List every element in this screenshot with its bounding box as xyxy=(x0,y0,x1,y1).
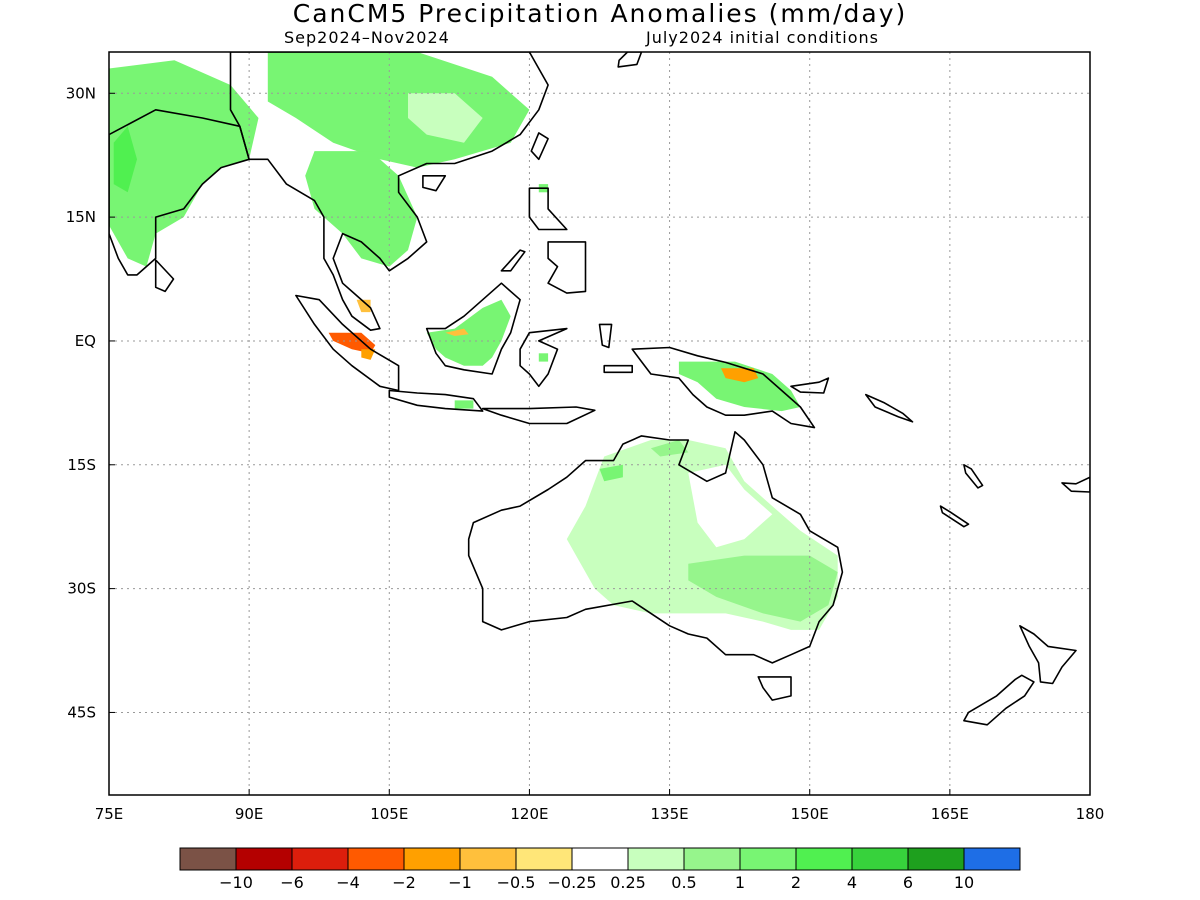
anomaly-sumatra-dry-edge xyxy=(361,349,376,360)
coastline-new-britain xyxy=(790,377,830,394)
lon-tick-label: 150E xyxy=(791,805,829,823)
lat-tick-label: EQ xyxy=(75,332,96,350)
colorbar-label: 2 xyxy=(791,873,801,892)
coastline-sri-lanka xyxy=(154,259,175,293)
colorbar-swatch xyxy=(347,847,405,871)
coastline-tasmania xyxy=(757,676,792,701)
period-subtitle: Sep2024–Nov2024 xyxy=(284,28,450,47)
colorbar-swatch xyxy=(235,847,293,871)
lon-tick-label: 90E xyxy=(235,805,264,823)
colorbar-swatch xyxy=(515,847,573,871)
anomaly-india-wet-core xyxy=(113,126,137,193)
map-grid xyxy=(109,52,1090,795)
axis-labels: 30N 15N EQ 15S 30S 45S 75E 90E 105E 120E 135E 150E 1… xyxy=(66,84,1105,823)
coastline-hainan xyxy=(422,175,447,192)
colorbar-swatch xyxy=(291,847,349,871)
lon-tick-label: 135E xyxy=(651,805,689,823)
colorbar-swatch xyxy=(683,847,741,871)
colorbar-swatch xyxy=(627,847,685,871)
map-title: CanCM5 Precipitation Anomalies (mm/day) xyxy=(292,0,908,28)
colorbar-label: −4 xyxy=(336,873,360,892)
colorbar-label: 0.25 xyxy=(610,873,646,892)
coastlines xyxy=(109,52,1090,726)
coastline-philippines-luzon xyxy=(528,187,568,231)
coastline-vanuatu xyxy=(963,463,984,489)
coastline-java xyxy=(388,389,484,412)
colorbar-swatch xyxy=(459,847,517,871)
anomaly-indochina-wet xyxy=(305,151,418,267)
anomaly-sumatra-dry xyxy=(328,332,376,354)
coastline-new-caledonia xyxy=(939,505,970,528)
anomaly-china-wet xyxy=(267,52,530,168)
colorbar-label: 10 xyxy=(954,873,974,892)
anomaly-india-wet xyxy=(109,60,259,267)
lon-tick-label: 180 xyxy=(1076,805,1105,823)
anomaly-newguinea-wet xyxy=(678,361,801,412)
colorbar-label: −0.5 xyxy=(497,873,536,892)
colorbar-label: −6 xyxy=(280,873,304,892)
colorbar-swatch xyxy=(851,847,909,871)
anomaly-java-wet xyxy=(454,400,474,409)
anomaly-borneo-wet xyxy=(426,299,511,366)
coastline-sulawesi xyxy=(519,327,568,388)
coastline-fiji xyxy=(1061,476,1090,493)
colorbar-label: 0.5 xyxy=(671,873,696,892)
coastline-new-guinea xyxy=(631,346,816,429)
anomaly-australia-nw-wet xyxy=(599,464,623,482)
coastline-palawan xyxy=(500,249,526,272)
initial-conditions-subtitle: July2024 initial conditions xyxy=(646,28,879,47)
colorbar-label: 1 xyxy=(735,873,745,892)
coastline-solomon xyxy=(864,393,914,423)
colorbar-swatch xyxy=(907,847,965,871)
colorbar-label: −10 xyxy=(219,873,253,892)
coastline-sumatra xyxy=(295,294,400,392)
colorbar-swatch xyxy=(179,847,237,871)
colorbar-swatch xyxy=(795,847,853,871)
lat-tick-label: 30N xyxy=(66,84,96,102)
coastline-halmahera xyxy=(598,323,613,349)
coastline-hokkaido-kyushu xyxy=(617,52,643,68)
lon-tick-label: 105E xyxy=(370,805,408,823)
coastline-seram xyxy=(603,364,634,374)
lon-tick-label: 120E xyxy=(510,805,548,823)
colorbar-label: −2 xyxy=(392,873,416,892)
lat-tick-label: 15N xyxy=(66,208,96,226)
coastline-nz-south xyxy=(963,674,1035,726)
colorbar-label: −0.25 xyxy=(547,873,596,892)
lat-tick-label: 30S xyxy=(67,580,96,598)
coastline-borneo xyxy=(425,282,521,375)
colorbar-swatch xyxy=(571,847,629,871)
anomaly-newguinea-dry xyxy=(721,368,759,383)
anomaly-malaya-dry xyxy=(356,299,371,313)
coastline-nz-north xyxy=(1019,624,1077,685)
coastline-india xyxy=(109,109,250,276)
anomaly-china-dry-light xyxy=(408,93,483,143)
coastline-lesser-sunda xyxy=(481,406,596,425)
lat-tick-label: 45S xyxy=(67,703,96,721)
colorbar-label: −1 xyxy=(448,873,472,892)
lon-tick-label: 165E xyxy=(931,805,969,823)
anomaly-sulawesi-wet xyxy=(538,353,549,362)
colorbar-swatch xyxy=(403,847,461,871)
colorbar: −10 −6 −4 −2 −1 −0.5 −0.25 0.25 0.5 1 2 4 6 10 xyxy=(179,847,1021,892)
coastline-australia xyxy=(467,430,844,664)
coastline-taiwan xyxy=(530,132,549,161)
colorbar-label: 6 xyxy=(903,873,913,892)
lon-tick-label: 75E xyxy=(95,805,124,823)
anomaly-borneo-dry xyxy=(445,328,469,336)
anomaly-australia-dry-gap xyxy=(688,464,773,548)
colorbar-swatch xyxy=(739,847,797,871)
map-frame xyxy=(108,51,1091,796)
coastline-philippines-south xyxy=(547,241,587,294)
colorbar-label: 4 xyxy=(847,873,857,892)
coastline-asia-mainland xyxy=(229,52,549,332)
lat-tick-label: 15S xyxy=(67,456,96,474)
colorbar-swatch xyxy=(963,847,1021,871)
